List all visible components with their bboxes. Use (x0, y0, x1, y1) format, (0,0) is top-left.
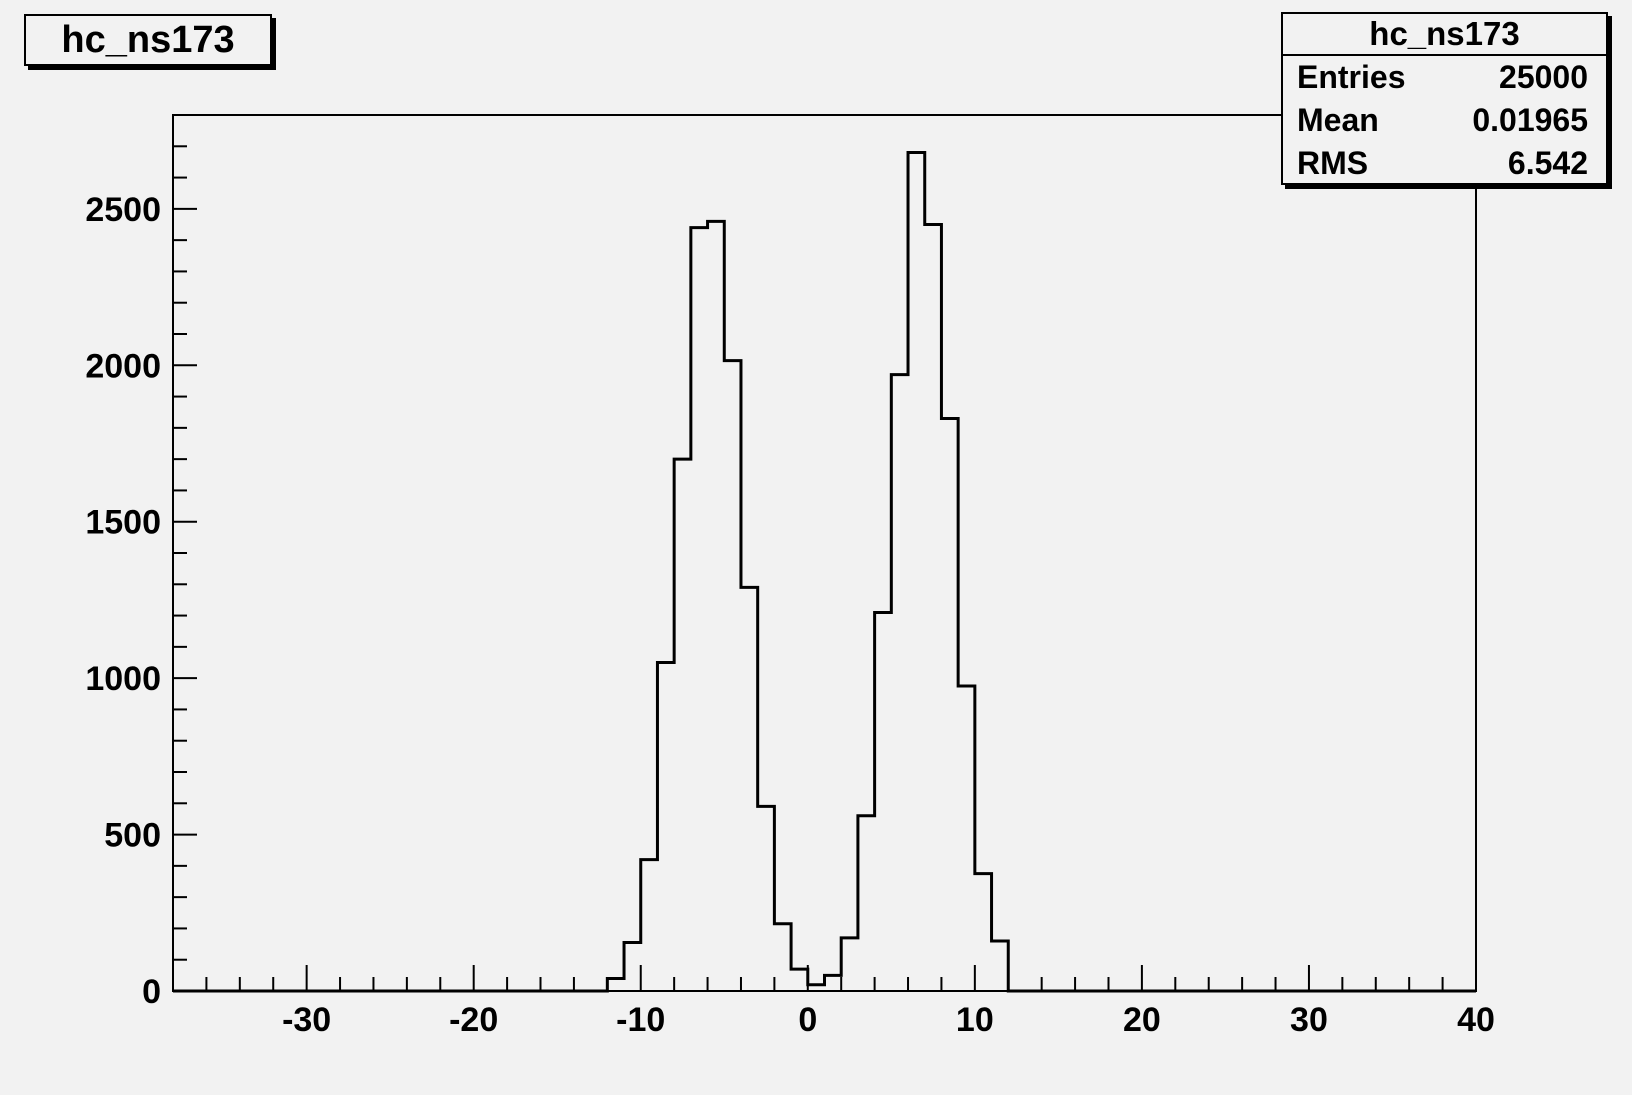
statistics-value: 6.542 (1507, 145, 1588, 181)
plot-frame (172, 114, 1477, 992)
x-tick-label: 30 (1290, 1001, 1328, 1039)
statistics-value: 25000 (1499, 59, 1588, 95)
y-tick-label: 0 (142, 973, 161, 1011)
x-tick-label: -30 (282, 1001, 331, 1039)
x-axis: -30 -20 -10 0 10 20 30 40 (172, 965, 1495, 1039)
x-tick-label: 20 (1123, 1001, 1161, 1039)
x-tick-label: -10 (616, 1001, 665, 1039)
statistics-label: Entries (1297, 59, 1406, 95)
statistics-row-rms: RMS 6.542 (1283, 142, 1606, 185)
statistics-box: hc_ns173 Entries 25000 Mean 0.01965 RMS … (1281, 12, 1608, 185)
statistics-value: 0.01965 (1472, 102, 1588, 138)
statistics-label: Mean (1297, 102, 1379, 138)
y-tick-label: 500 (104, 817, 161, 855)
y-tick-label: 2500 (85, 191, 161, 229)
statistics-label: RMS (1297, 145, 1369, 181)
y-tick-label: 2000 (85, 347, 161, 385)
x-tick-label: 10 (956, 1001, 994, 1039)
y-tick-label: 1000 (85, 660, 161, 698)
x-tick-label: -20 (449, 1001, 498, 1039)
histogram-series-line (173, 151, 1476, 993)
statistics-row-entries: Entries 25000 (1283, 56, 1606, 99)
histogram-title-text: hc_ns173 (61, 18, 235, 61)
statistics-row-mean: Mean 0.01965 (1283, 99, 1606, 142)
statistics-box-title: hc_ns173 (1283, 14, 1606, 56)
x-tick-label: 40 (1457, 1001, 1495, 1039)
y-tick-label: 1500 (85, 504, 161, 542)
y-axis: 0 500 1000 1500 2000 2500 (85, 114, 197, 1011)
histogram-title: hc_ns173 (24, 14, 272, 66)
x-tick-label: 0 (798, 1001, 817, 1039)
